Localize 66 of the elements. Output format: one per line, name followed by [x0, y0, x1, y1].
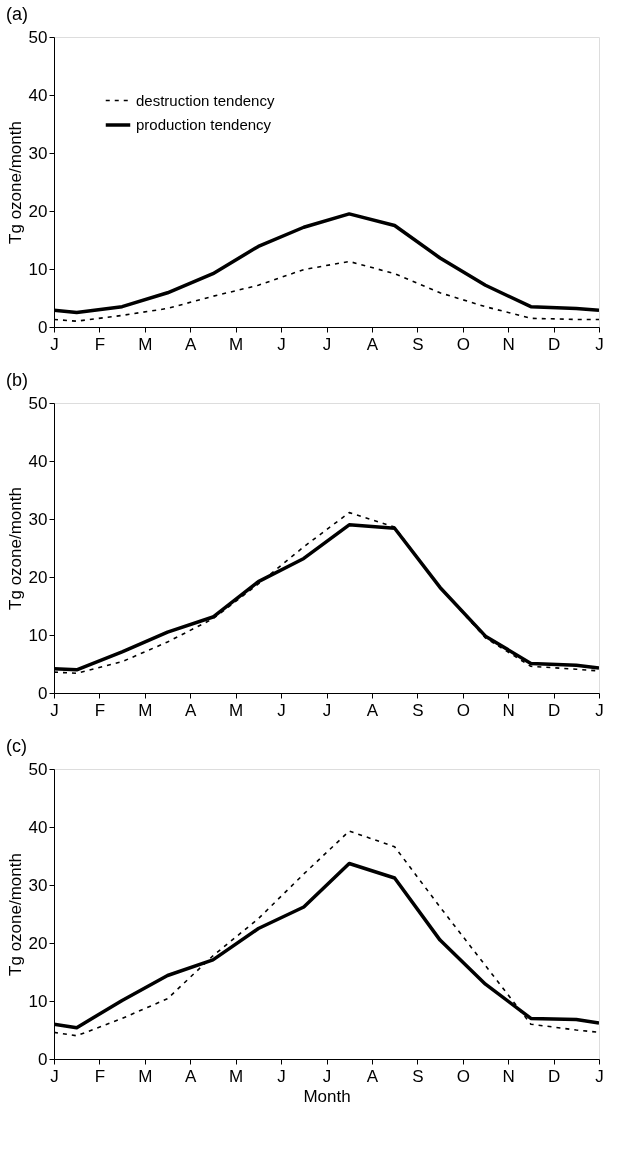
x-tick-label: J	[50, 334, 59, 354]
x-tick-label: J	[595, 1066, 604, 1086]
y-axis-title: Tg ozone/month	[5, 121, 25, 244]
x-tick-label: N	[502, 1066, 515, 1086]
x-tick-label: S	[412, 334, 424, 354]
x-tick-label: O	[456, 334, 470, 354]
y-tick-label: 40	[28, 451, 48, 471]
y-tick-label: 40	[28, 817, 48, 837]
legend-label: destruction tendency	[136, 91, 275, 109]
y-tick-label: 20	[28, 201, 48, 221]
y-tick-label: 30	[28, 143, 48, 163]
x-tick-label: A	[185, 700, 198, 720]
x-tick-label: S	[412, 1066, 424, 1086]
y-tick-label: 10	[28, 259, 48, 279]
y-tick-label: 50	[28, 27, 48, 47]
x-tick-label: A	[366, 700, 379, 720]
x-tick-label: J	[322, 334, 332, 354]
legend-label: production tendency	[136, 116, 272, 133]
x-tick-label: D	[547, 334, 561, 354]
y-axis-title: Tg ozone/month	[5, 853, 25, 976]
x-tick-label: J	[322, 700, 332, 720]
chart-title: (c)	[6, 736, 28, 756]
y-tick-label: 20	[28, 567, 48, 587]
y-axis-title: Tg ozone/month	[5, 487, 25, 610]
y-tick-label: 10	[28, 991, 48, 1011]
y-tick-label: 50	[28, 393, 48, 413]
x-tick-label: D	[547, 1066, 561, 1086]
y-tick-label: 30	[28, 875, 48, 895]
x-tick-label: N	[502, 700, 515, 720]
x-tick-label: J	[50, 1066, 59, 1086]
y-tick-label: 0	[38, 683, 48, 703]
x-tick-label: D	[547, 700, 561, 720]
x-tick-label: M	[138, 700, 153, 720]
y-tick-label: 50	[28, 759, 48, 779]
x-tick-label: M	[138, 334, 153, 354]
x-tick-label: O	[456, 700, 470, 720]
chart-title: (a)	[6, 4, 29, 24]
y-tick-label: 0	[38, 1049, 48, 1069]
x-tick-label: J	[595, 334, 604, 354]
x-tick-label: S	[412, 700, 424, 720]
x-tick-label: J	[277, 334, 286, 354]
y-tick-label: 40	[28, 85, 48, 105]
x-tick-label: F	[94, 700, 106, 720]
x-tick-label: A	[366, 334, 379, 354]
y-tick-label: 10	[28, 625, 48, 645]
x-tick-label: A	[366, 1066, 379, 1086]
y-tick-label: 0	[38, 317, 48, 337]
x-tick-label: M	[229, 700, 244, 720]
x-tick-label: F	[94, 1066, 106, 1086]
x-tick-label: M	[229, 1066, 244, 1086]
x-tick-label: M	[229, 334, 244, 354]
x-tick-label: J	[322, 1066, 332, 1086]
x-tick-label: J	[595, 700, 604, 720]
x-tick-label: J	[277, 1066, 286, 1086]
x-tick-label: O	[456, 1066, 470, 1086]
x-tick-label: A	[185, 1066, 198, 1086]
y-tick-label: 20	[28, 933, 48, 953]
y-tick-label: 30	[28, 509, 48, 529]
x-axis-title: Month	[303, 1086, 351, 1106]
x-tick-label: M	[138, 1066, 153, 1086]
x-tick-label: J	[50, 700, 59, 720]
x-tick-label: N	[502, 334, 515, 354]
x-tick-label: F	[94, 334, 106, 354]
chart-title: (b)	[6, 370, 29, 390]
x-tick-label: A	[185, 334, 198, 354]
x-tick-label: J	[277, 700, 286, 720]
